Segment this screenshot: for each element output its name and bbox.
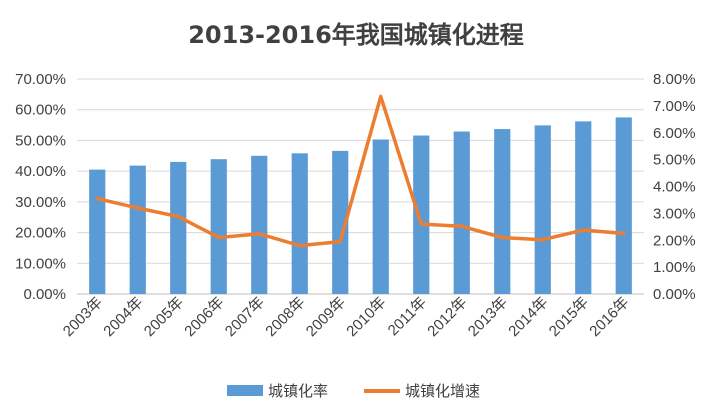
right-axis-tick-label: 7.00% xyxy=(653,98,696,115)
x-axis-tick-label: 2016年 xyxy=(586,294,632,340)
right-axis-tick-label: 0.00% xyxy=(653,286,696,303)
line-series xyxy=(95,94,626,248)
bar xyxy=(575,121,592,294)
bar xyxy=(210,159,227,294)
x-axis-tick-label: 2003年 xyxy=(60,294,106,340)
left-axis-tick-label: 50.00% xyxy=(15,132,66,149)
left-axis-tick-label: 60.00% xyxy=(15,102,66,119)
x-axis-tick-label: 2015年 xyxy=(546,294,592,340)
legend-label-bar: 城镇化率 xyxy=(268,382,328,400)
legend-swatch-bar xyxy=(227,385,263,396)
left-y-axis: 0.00% 10.00% 20.00% 30.00% 40.00% 50.00% 60.00… xyxy=(15,71,66,303)
x-axis-tick-label: 2005年 xyxy=(141,294,187,340)
legend-label-line: 城镇化增速 xyxy=(405,382,480,400)
right-axis-tick-label: 6.00% xyxy=(653,125,696,142)
bar xyxy=(494,129,511,294)
x-axis-tick-label: 2009年 xyxy=(303,294,349,340)
bar xyxy=(534,125,551,294)
right-axis-tick-label: 3.00% xyxy=(653,205,696,222)
x-axis-tick-label: 2011年 xyxy=(385,294,430,339)
x-axis-tick-label: 2004年 xyxy=(100,294,146,340)
bar xyxy=(372,139,389,294)
line-path xyxy=(95,94,626,248)
bar xyxy=(89,169,106,294)
left-axis-tick-label: 30.00% xyxy=(15,194,66,211)
right-axis-tick-label: 1.00% xyxy=(653,259,696,276)
bar xyxy=(129,165,146,294)
x-axis-tick-label: 2013年 xyxy=(465,294,511,340)
bar xyxy=(170,161,187,294)
right-axis-tick-label: 2.00% xyxy=(653,232,696,249)
right-axis-tick-label: 8.00% xyxy=(653,71,696,88)
left-axis-tick-label: 0.00% xyxy=(23,286,66,303)
bar xyxy=(453,131,470,294)
x-axis-tick-label: 2006年 xyxy=(181,294,227,340)
x-axis-tick-label: 2010年 xyxy=(343,294,389,340)
legend: 城镇化率 城镇化增速 xyxy=(227,382,480,400)
bar-series xyxy=(89,117,632,295)
x-axis-tick-label: 2007年 xyxy=(222,294,268,340)
left-axis-tick-label: 20.00% xyxy=(15,225,66,242)
bar xyxy=(413,135,430,294)
right-axis-tick-label: 5.00% xyxy=(653,152,696,169)
bar xyxy=(615,117,632,295)
x-axis-tick-label: 2008年 xyxy=(262,294,308,340)
bar xyxy=(291,153,308,294)
gridlines xyxy=(77,78,644,295)
bar xyxy=(251,155,268,294)
right-y-axis: 0.00% 1.00% 2.00% 3.00% 4.00% 5.00% 6.00% 7.00%… xyxy=(653,71,696,303)
right-axis-tick-label: 4.00% xyxy=(653,179,696,196)
bar xyxy=(332,150,349,294)
left-axis-tick-label: 10.00% xyxy=(15,255,66,272)
left-axis-tick-label: 70.00% xyxy=(15,71,66,88)
x-axis-tick-label: 2012年 xyxy=(424,294,470,340)
x-axis-tick-label: 2014年 xyxy=(505,294,551,340)
left-axis-tick-label: 40.00% xyxy=(15,163,66,180)
x-axis: 2003年2004年2005年2006年2007年2008年2009年2010年… xyxy=(60,294,633,340)
chart-title: 2013-2016年我国城镇化进程 xyxy=(188,21,524,49)
